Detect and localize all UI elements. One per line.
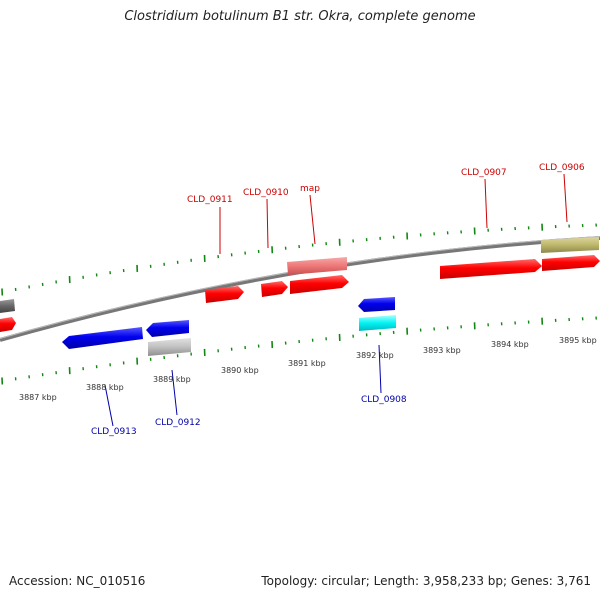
gene-label-cld0906[interactable]: CLD_0906 bbox=[539, 163, 585, 173]
gene-name-labels: CLD_0911 CLD_0910 map CLD_0907 CLD_0906 … bbox=[91, 163, 585, 437]
kbp-label: 3893 kbp bbox=[423, 346, 461, 355]
reverse-strand-features bbox=[62, 297, 396, 356]
reverse-ruler-ticks bbox=[1, 316, 597, 385]
topology-label: Topology: circular; Length: 3,958,233 bp… bbox=[261, 574, 591, 588]
gene-left-dark-feature[interactable] bbox=[0, 299, 15, 313]
connector-cld0908 bbox=[378, 344, 382, 394]
gene-cld0906-feature-box[interactable] bbox=[541, 237, 599, 253]
label-connectors bbox=[104, 173, 568, 427]
gene-cld0906-arrow[interactable] bbox=[542, 255, 600, 271]
gene-label-cld0912[interactable]: CLD_0912 bbox=[155, 418, 201, 428]
kbp-label: 3895 kbp bbox=[559, 336, 597, 345]
gene-label-cld0911[interactable]: CLD_0911 bbox=[187, 195, 233, 205]
kbp-scale-labels: 3887 kbp 3888 kbp 3889 kbp 3890 kbp 3891… bbox=[19, 336, 597, 402]
gene-map-arrow[interactable] bbox=[290, 275, 349, 294]
connector-cld0910 bbox=[266, 198, 269, 249]
kbp-label: 3888 kbp bbox=[86, 383, 124, 392]
forward-strand-features bbox=[0, 237, 600, 332]
gene-label-cld0913[interactable]: CLD_0913 bbox=[91, 427, 137, 437]
kbp-label: 3887 kbp bbox=[19, 393, 57, 402]
gene-cld0910-arrow[interactable] bbox=[261, 281, 288, 297]
gene-cld0907-arrow[interactable] bbox=[440, 259, 542, 279]
gene-cld0908-arrow[interactable] bbox=[358, 297, 395, 312]
kbp-label: 3890 kbp bbox=[221, 366, 259, 375]
kbp-label: 3889 kbp bbox=[153, 375, 191, 384]
gene-cld0908-feature-box[interactable] bbox=[359, 315, 396, 331]
connector-cld0913 bbox=[104, 384, 114, 427]
kbp-label: 3892 kbp bbox=[356, 351, 394, 360]
kbp-label: 3894 kbp bbox=[491, 340, 529, 349]
gene-label-cld0907[interactable]: CLD_0907 bbox=[461, 168, 507, 178]
accession-label: Accession: NC_010516 bbox=[9, 574, 146, 588]
gene-map-feature-box[interactable] bbox=[287, 257, 347, 275]
connector-map bbox=[309, 194, 316, 245]
connector-cld0912 bbox=[171, 369, 178, 416]
kbp-label: 3891 kbp bbox=[288, 359, 326, 368]
gene-label-cld0910[interactable]: CLD_0910 bbox=[243, 188, 289, 198]
gene-label-map[interactable]: map bbox=[300, 184, 320, 194]
gene-cld0913-arrow[interactable] bbox=[62, 327, 143, 349]
connector-cld0907 bbox=[484, 178, 488, 229]
gene-left-forward-feature[interactable] bbox=[0, 317, 16, 332]
gene-cld0912-arrow[interactable] bbox=[146, 320, 189, 337]
gene-cld0912-feature-box[interactable] bbox=[148, 338, 191, 356]
forward-ruler-ticks bbox=[1, 223, 597, 296]
connector-cld0906 bbox=[563, 173, 568, 223]
page-title: Clostridium botulinum B1 str. Okra, comp… bbox=[124, 9, 476, 24]
gene-label-cld0908[interactable]: CLD_0908 bbox=[361, 395, 407, 405]
gene-cld0911-arrow[interactable] bbox=[205, 286, 244, 303]
